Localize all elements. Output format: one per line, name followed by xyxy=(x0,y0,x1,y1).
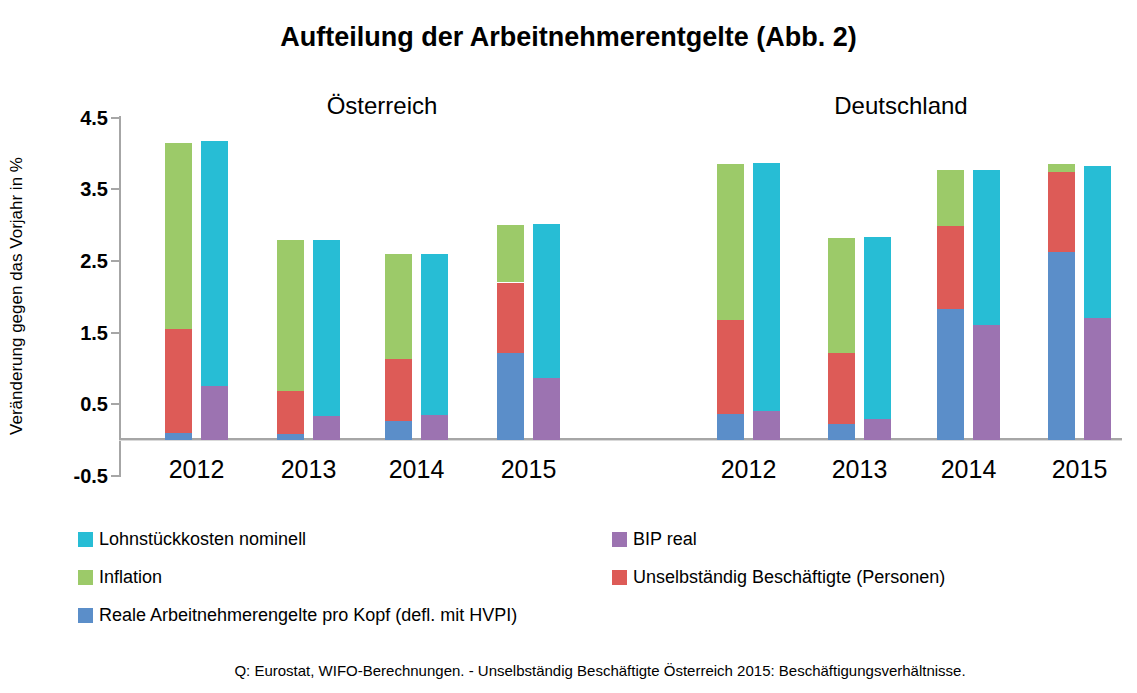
y-axis-tick-label: 0.5 xyxy=(38,394,108,414)
bar-segment-purple xyxy=(973,325,1000,440)
x-axis-year-label: 2012 xyxy=(707,455,790,483)
bar-segment-red xyxy=(1048,172,1075,252)
bar-segment-purple xyxy=(753,411,780,440)
bar-segment-teal xyxy=(753,163,780,412)
bar-segment-red xyxy=(277,391,304,434)
bar-segment-red xyxy=(497,283,524,353)
source-note: Q: Eurostat, WIFO-Berechnungen. - Unselb… xyxy=(120,662,1080,679)
x-axis-year-label: 2013 xyxy=(818,455,901,483)
legend-item-lohnstueckkosten: Lohnstückkosten nominell xyxy=(78,531,517,548)
legend-swatch-purple-icon xyxy=(612,532,627,547)
y-axis-tick-mark xyxy=(111,332,120,334)
legend-swatch-red-icon xyxy=(612,570,627,585)
bar-segment-teal xyxy=(533,224,560,378)
y-axis-line xyxy=(119,116,121,477)
bar-segment-red xyxy=(385,359,412,421)
x-axis-year-label: 2015 xyxy=(487,455,570,483)
bar-segment-green xyxy=(828,238,855,353)
x-axis-year-label: 2013 xyxy=(267,455,350,483)
bar-segment-blue xyxy=(1048,252,1075,440)
legend-item-reale-arbeitnehmerengelte: Reale Arbeitnehmerengelte pro Kopf (defl… xyxy=(78,607,517,624)
x-axis-year-label: 2014 xyxy=(375,455,458,483)
y-axis-tick-mark xyxy=(111,117,120,119)
legend-label: Unselbständig Beschäftigte (Personen) xyxy=(633,569,945,586)
chart-title: Aufteilung der Arbeitnehmerentgelte (Abb… xyxy=(0,22,1137,53)
chart-canvas: Aufteilung der Arbeitnehmerentgelte (Abb… xyxy=(0,0,1137,693)
bar-segment-teal xyxy=(973,170,1000,325)
legend-column-right: BIP real Unselbständig Beschäftigte (Per… xyxy=(612,531,945,586)
bar-segment-red xyxy=(828,353,855,425)
bar-segment-green xyxy=(937,170,964,226)
y-axis-tick-mark xyxy=(111,475,120,477)
bar-segment-red xyxy=(937,226,964,309)
x-axis-baseline xyxy=(119,438,1122,441)
bar-segment-purple xyxy=(421,415,448,440)
y-axis-tick-label: 4.5 xyxy=(38,108,108,128)
legend-item-bip-real: BIP real xyxy=(612,531,945,548)
bar-segment-blue xyxy=(497,353,524,440)
legend-item-inflation: Inflation xyxy=(78,569,517,586)
x-axis-year-label: 2012 xyxy=(155,455,238,483)
legend-item-unselbstaendig-beschaeftigte: Unselbständig Beschäftigte (Personen) xyxy=(612,569,945,586)
legend-swatch-green-icon xyxy=(78,570,93,585)
bar-segment-blue xyxy=(385,421,412,440)
y-axis-label: Veränderung gegen das Vorjahr in % xyxy=(7,157,27,435)
bar-segment-blue xyxy=(717,414,744,440)
legend-swatch-teal-icon xyxy=(78,532,93,547)
y-axis-tick-label: -0.5 xyxy=(38,466,108,486)
bar-segment-blue xyxy=(277,434,304,440)
y-axis-tick-label: 1.5 xyxy=(38,323,108,343)
bar-segment-red xyxy=(717,320,744,414)
bar-segment-teal xyxy=(313,240,340,416)
bar-segment-purple xyxy=(1084,318,1111,440)
panel-title-oesterreich: Österreich xyxy=(327,92,438,120)
legend-label: Inflation xyxy=(99,569,162,586)
bar-segment-teal xyxy=(421,254,448,415)
y-axis-tick-mark xyxy=(111,403,120,405)
bar-segment-purple xyxy=(864,419,891,440)
bar-segment-green xyxy=(385,254,412,359)
bar-segment-teal xyxy=(201,141,228,386)
legend-label: Reale Arbeitnehmerengelte pro Kopf (defl… xyxy=(99,607,517,624)
bar-segment-blue xyxy=(937,309,964,440)
y-axis-tick-label: 3.5 xyxy=(38,179,108,199)
bar-segment-green xyxy=(717,164,744,320)
bar-segment-green xyxy=(277,240,304,392)
bar-segment-purple xyxy=(313,416,340,440)
legend-column-left: Lohnstückkosten nominell Inflation Reale… xyxy=(78,531,517,624)
bar-segment-green xyxy=(497,225,524,282)
bar-segment-teal xyxy=(864,237,891,419)
bar-segment-red xyxy=(165,329,192,433)
bar-segment-blue xyxy=(828,424,855,440)
x-axis-year-label: 2014 xyxy=(927,455,1010,483)
bar-segment-purple xyxy=(533,378,560,440)
y-axis-tick-mark xyxy=(111,260,120,262)
legend-swatch-blue-icon xyxy=(78,608,93,623)
y-axis-tick-mark xyxy=(111,188,120,190)
bar-segment-blue xyxy=(165,433,192,440)
y-axis-tick-label: 2.5 xyxy=(38,251,108,271)
legend-label: Lohnstückkosten nominell xyxy=(99,531,306,548)
x-axis-year-label: 2015 xyxy=(1038,455,1121,483)
legend-label: BIP real xyxy=(633,531,697,548)
bar-segment-green xyxy=(165,143,192,329)
bar-segment-green xyxy=(1048,164,1075,172)
bar-segment-purple xyxy=(201,386,228,440)
bar-segment-teal xyxy=(1084,166,1111,319)
panel-title-deutschland: Deutschland xyxy=(834,92,967,120)
